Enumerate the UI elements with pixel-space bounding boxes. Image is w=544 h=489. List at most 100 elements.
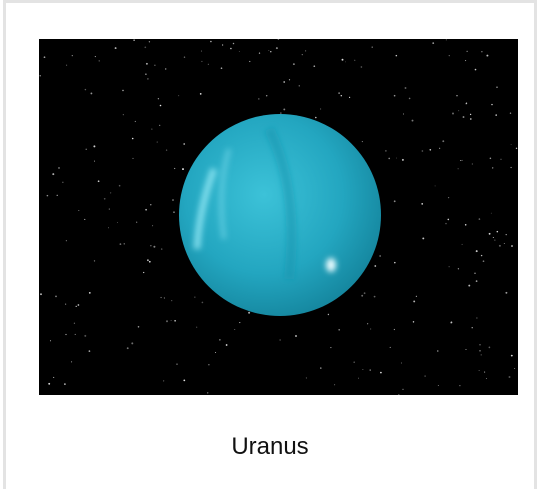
image-card: Uranus: [3, 0, 537, 489]
star: [226, 344, 228, 346]
star: [439, 148, 440, 149]
star: [62, 182, 63, 183]
star: [48, 383, 50, 385]
star: [370, 328, 371, 329]
star: [402, 389, 403, 390]
star: [402, 159, 404, 161]
star: [442, 140, 444, 142]
star: [94, 260, 95, 261]
star: [124, 243, 125, 244]
star: [283, 81, 285, 83]
star: [259, 52, 260, 53]
star: [362, 369, 363, 370]
star: [239, 322, 240, 323]
star: [258, 98, 260, 100]
star: [84, 335, 86, 337]
star: [448, 197, 449, 198]
star: [53, 377, 54, 378]
star: [483, 260, 485, 262]
star: [486, 55, 488, 57]
star: [396, 55, 398, 57]
star: [345, 62, 346, 63]
star: [479, 350, 481, 352]
star: [305, 50, 306, 51]
star: [135, 121, 136, 122]
star: [234, 329, 235, 330]
star: [127, 347, 129, 349]
star: [447, 219, 449, 221]
star: [249, 61, 250, 62]
star: [230, 48, 232, 50]
star: [120, 243, 122, 245]
star: [505, 292, 507, 294]
star: [476, 317, 477, 318]
star: [289, 79, 290, 80]
star: [146, 63, 148, 65]
page: Uranus (() => { const data = JSON.parse(…: [0, 0, 544, 489]
star: [306, 377, 307, 378]
star: [74, 323, 75, 324]
star: [394, 262, 396, 264]
star: [449, 55, 450, 56]
star: [145, 209, 147, 211]
star: [490, 158, 492, 160]
star: [76, 306, 77, 307]
star: [44, 56, 46, 58]
star: [122, 90, 123, 91]
star: [394, 329, 395, 330]
star: [174, 320, 176, 322]
star: [173, 211, 174, 212]
star: [201, 51, 202, 52]
star: [313, 65, 315, 67]
star: [489, 233, 491, 235]
star: [364, 292, 366, 294]
star: [499, 245, 501, 247]
star: [479, 370, 480, 371]
star: [422, 237, 424, 239]
star: [133, 158, 134, 159]
star: [466, 349, 467, 350]
star: [171, 300, 172, 301]
star: [200, 93, 202, 95]
star: [494, 240, 495, 241]
star: [372, 46, 373, 47]
star: [65, 334, 66, 335]
star: [221, 67, 223, 69]
star: [184, 56, 185, 57]
star: [472, 163, 473, 164]
star: [511, 144, 512, 145]
star: [66, 240, 67, 241]
star: [509, 376, 511, 378]
star: [361, 66, 363, 68]
star: [150, 204, 151, 205]
star: [401, 363, 402, 364]
star: [52, 173, 54, 175]
star: [55, 296, 57, 298]
star: [458, 168, 459, 169]
star: [481, 354, 482, 355]
star: [157, 142, 158, 143]
star: [150, 245, 151, 246]
star: [89, 350, 91, 352]
star: [484, 372, 485, 373]
star: [160, 297, 161, 298]
star: [467, 51, 468, 52]
star: [136, 222, 137, 223]
star: [320, 108, 321, 109]
star: [341, 95, 342, 96]
star: [65, 304, 66, 305]
star: [466, 103, 467, 104]
star: [208, 364, 209, 365]
star: [380, 255, 381, 256]
star: [64, 383, 66, 385]
star: [456, 95, 457, 96]
star: [171, 320, 172, 321]
star: [47, 195, 49, 197]
star: [394, 95, 396, 97]
star: [429, 149, 431, 151]
star: [147, 259, 149, 261]
star: [510, 112, 511, 113]
star: [409, 98, 411, 100]
star: [367, 323, 368, 324]
star: [208, 64, 209, 65]
